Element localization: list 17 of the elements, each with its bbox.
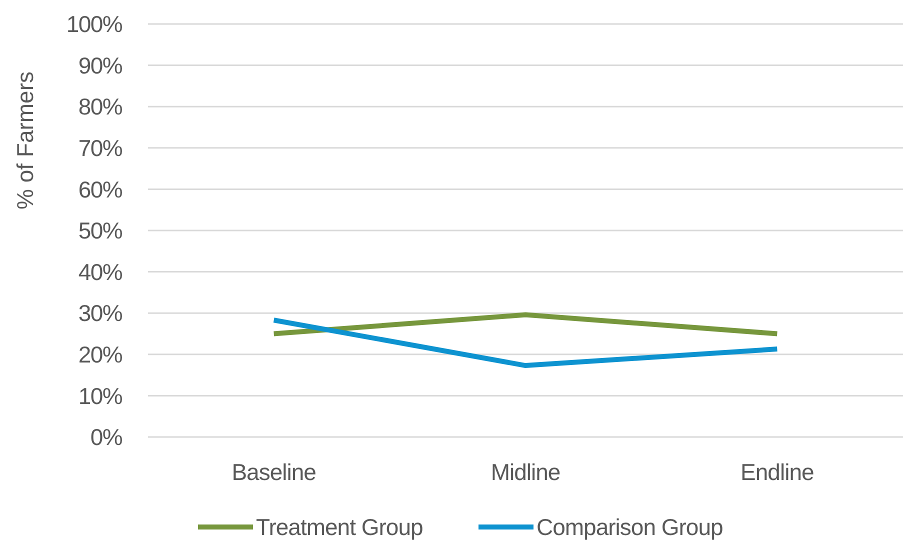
y-tick-label: 10% — [78, 382, 122, 409]
y-tick-label: 40% — [78, 258, 122, 285]
y-tick-label: 80% — [78, 94, 122, 120]
y-tick-label: 90% — [78, 52, 122, 78]
y-tick-label: 70% — [78, 134, 122, 161]
x-tick-label: Midline — [490, 459, 560, 486]
y-tick-label: 50% — [78, 218, 122, 244]
y-tick-label: 60% — [78, 176, 122, 202]
legend-label: Treatment Group — [256, 514, 423, 540]
y-tick-label: 30% — [78, 300, 122, 326]
x-tick-label: Baseline — [232, 459, 316, 486]
y-tick-label: 20% — [78, 341, 122, 368]
y-tick-label: 0% — [90, 424, 122, 450]
legend-label: Comparison Group — [536, 514, 723, 540]
y-tick-label: 100% — [66, 11, 122, 38]
x-tick-label: Endline — [740, 459, 814, 486]
y-axis-title: % of Farmers — [12, 71, 38, 210]
